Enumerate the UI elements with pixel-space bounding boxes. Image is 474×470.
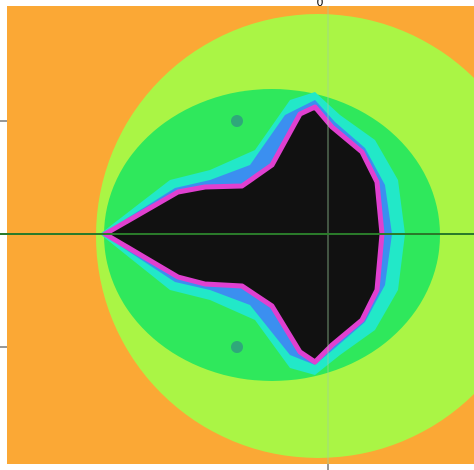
axis-label: 0 [317, 0, 324, 9]
marker-top [231, 115, 243, 127]
marker-bottom [231, 341, 243, 353]
